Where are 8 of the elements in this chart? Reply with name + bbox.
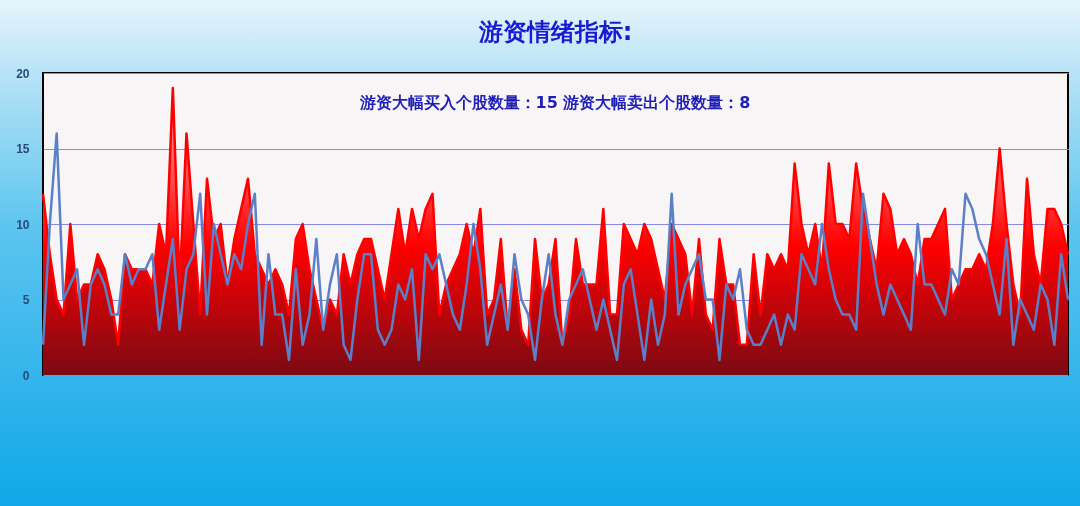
y-tick-label: 0 <box>22 368 30 383</box>
annotation: 游资大幅买入个股数量：15 游资大幅卖出个股数量：8 <box>358 93 751 112</box>
y-tick-label: 5 <box>22 293 30 307</box>
chart-title: 游资情绪指标: <box>477 18 633 46</box>
y-tick-label: 20 <box>16 66 30 81</box>
y-tick-label: 10 <box>16 217 30 232</box>
line-series <box>41 132 1070 362</box>
y-tick-label: 15 <box>16 142 30 156</box>
